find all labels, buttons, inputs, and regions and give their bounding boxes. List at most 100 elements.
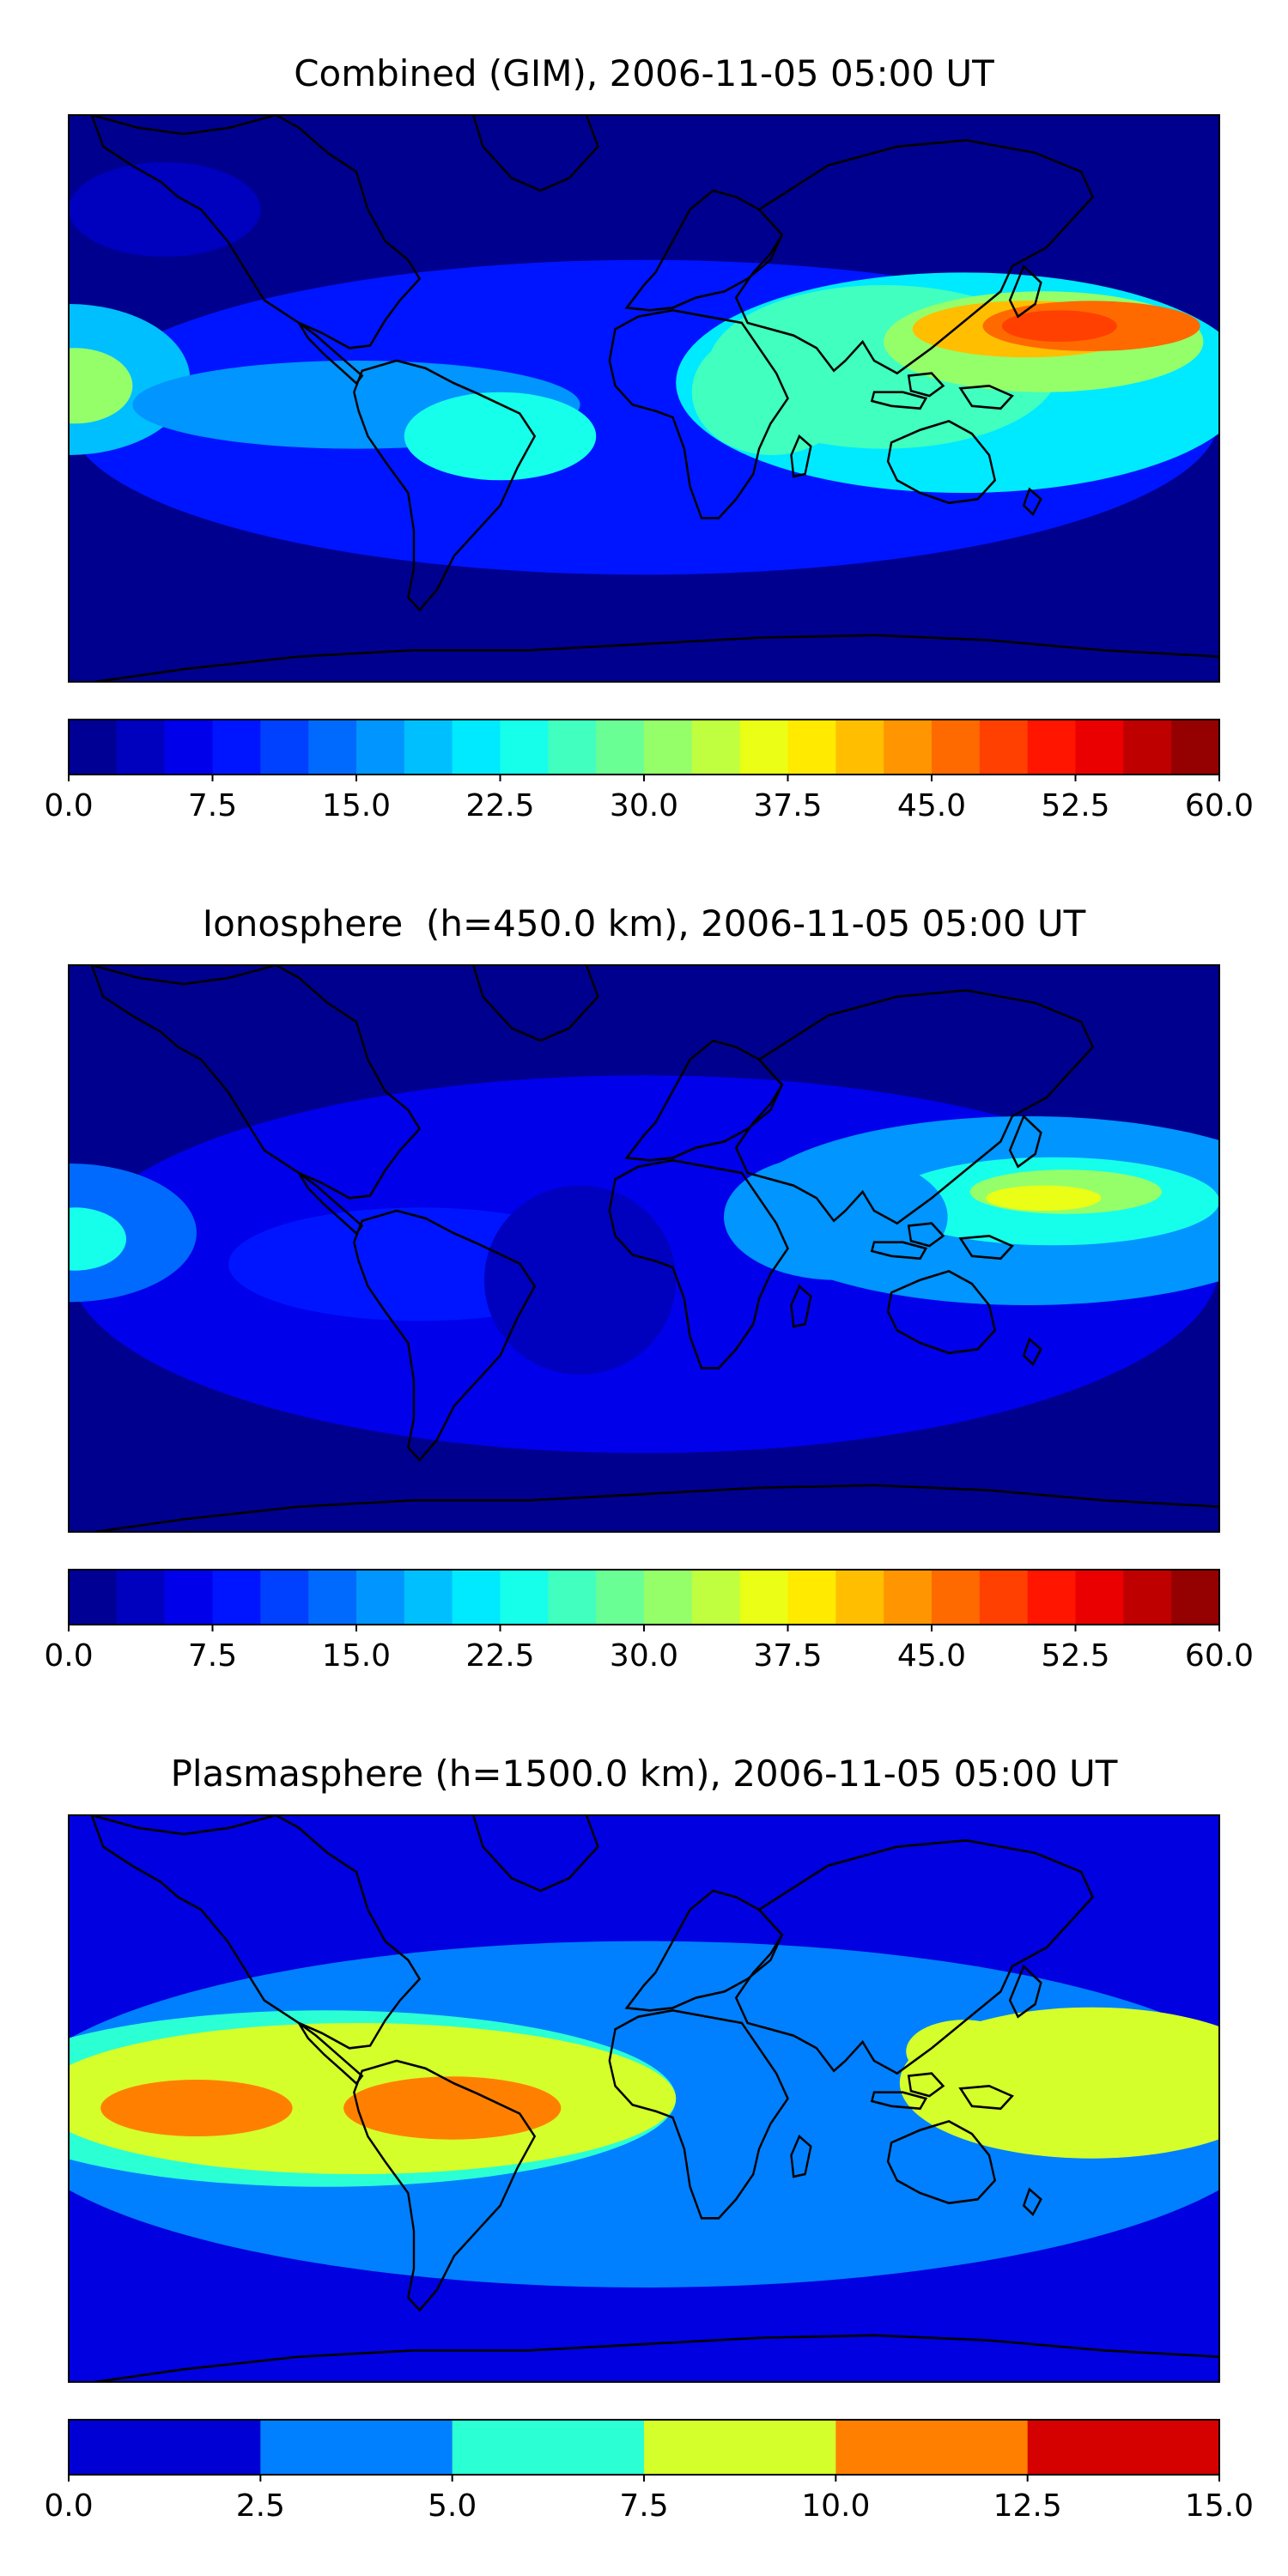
colorbar-segment bbox=[596, 1570, 645, 1625]
colorbar-segment bbox=[1123, 720, 1172, 775]
colorbar-segment bbox=[691, 720, 741, 775]
colorbar-segment bbox=[212, 720, 261, 775]
tec-region-4 bbox=[986, 1185, 1102, 1212]
tick-label: 15.0 bbox=[1185, 2488, 1254, 2524]
colorbar-segment bbox=[691, 1570, 741, 1625]
colorbar-segment bbox=[1027, 1570, 1077, 1625]
colorbar-segment bbox=[739, 720, 789, 775]
colorbar-segment bbox=[932, 1570, 981, 1625]
colorbar bbox=[68, 719, 1220, 775]
colorbar-segment bbox=[164, 720, 214, 775]
tick-label: 10.0 bbox=[801, 2488, 870, 2524]
tick-label: 15.0 bbox=[322, 788, 391, 823]
tick-label: 45.0 bbox=[897, 1638, 966, 1674]
colorbar-segment bbox=[404, 720, 453, 775]
colorbar-segment bbox=[69, 2420, 261, 2475]
map-frame bbox=[68, 1814, 1220, 2383]
tick-label: 30.0 bbox=[610, 1638, 678, 1674]
panel-combined: Combined (GIM), 2006-11-05 05:00 UT 0.0 7… bbox=[44, 52, 1254, 823]
tec-region-10 bbox=[404, 392, 597, 481]
tec-region-11 bbox=[691, 329, 853, 455]
colorbar-segment bbox=[979, 1570, 1029, 1625]
tec-region-6 bbox=[1001, 310, 1117, 343]
colorbar-ticks: 0.0 2.5 5.0 7.5 10.0 12.5 15.0 bbox=[44, 2475, 1254, 2524]
map-frame bbox=[68, 964, 1220, 1533]
colorbar-segment bbox=[979, 720, 1029, 775]
colorbar-segment bbox=[308, 720, 357, 775]
tick-label: 12.5 bbox=[993, 2488, 1062, 2524]
colorbar-segment bbox=[260, 2420, 453, 2475]
tick-label: 37.5 bbox=[753, 1638, 822, 1674]
tick-label: 0.0 bbox=[44, 1638, 93, 1674]
colorbar-segment bbox=[500, 720, 549, 775]
colorbar-segment bbox=[452, 720, 501, 775]
tick-label: 60.0 bbox=[1185, 1638, 1254, 1674]
colorbar-segment bbox=[1027, 720, 1077, 775]
colorbar-segment bbox=[452, 1570, 501, 1625]
tick-label: 52.5 bbox=[1041, 788, 1109, 823]
tick-label: 22.5 bbox=[465, 1638, 534, 1674]
chart-title: Plasmasphere (h=1500.0 km), 2006-11-05 0… bbox=[171, 1753, 1118, 1795]
tec-region-9 bbox=[483, 1185, 677, 1375]
tick-label: 0.0 bbox=[44, 2488, 93, 2524]
colorbar-segment bbox=[1123, 1570, 1172, 1625]
tec-field bbox=[69, 1941, 1219, 2287]
colorbar-segment bbox=[404, 1570, 453, 1625]
colorbar-segment bbox=[884, 1570, 933, 1625]
tick-label: 45.0 bbox=[897, 788, 966, 823]
colorbar-segment bbox=[452, 2420, 645, 2475]
tick-label: 15.0 bbox=[322, 1638, 391, 1674]
tec-region-6 bbox=[100, 2080, 293, 2136]
colorbar-segment bbox=[835, 720, 884, 775]
colorbar-segment bbox=[308, 1570, 357, 1625]
tec-region-5 bbox=[1104, 2029, 1207, 2093]
colorbar-segment bbox=[739, 1570, 789, 1625]
tick-label: 7.5 bbox=[619, 2488, 668, 2524]
colorbar-segment bbox=[260, 1570, 309, 1625]
tec-region-5 bbox=[69, 1163, 197, 1303]
colorbar-segment bbox=[787, 1570, 836, 1625]
tick-label: 22.5 bbox=[465, 788, 534, 823]
tick-label: 7.5 bbox=[188, 788, 237, 823]
colorbar-segment bbox=[644, 720, 693, 775]
colorbar-segment bbox=[644, 2420, 836, 2475]
tick-label: 30.0 bbox=[610, 788, 678, 823]
tick-label: 2.5 bbox=[236, 2488, 285, 2524]
tick-label: 52.5 bbox=[1041, 1638, 1109, 1674]
colorbar-segment bbox=[356, 1570, 405, 1625]
colorbar-segment bbox=[787, 720, 836, 775]
colorbar bbox=[68, 1569, 1220, 1625]
tec-region-7 bbox=[724, 1154, 948, 1280]
colorbar-segment bbox=[260, 720, 309, 775]
colorbar-segment bbox=[644, 1570, 693, 1625]
tec-region-7 bbox=[343, 2076, 562, 2140]
tec-region-4 bbox=[906, 2020, 1022, 2083]
colorbar-segment bbox=[356, 720, 405, 775]
tick-label: 37.5 bbox=[753, 788, 822, 823]
colorbar-segment bbox=[164, 1570, 214, 1625]
tick-label: 7.5 bbox=[188, 1638, 237, 1674]
colorbar-segment bbox=[212, 1570, 261, 1625]
colorbar-segment bbox=[596, 720, 645, 775]
colorbar-segment bbox=[548, 1570, 597, 1625]
colorbar-segment bbox=[884, 720, 933, 775]
tec-region-6 bbox=[69, 1207, 126, 1271]
colorbar-segment bbox=[500, 1570, 549, 1625]
colorbar-segment bbox=[69, 1570, 118, 1625]
panel-plasmasphere: Plasmasphere (h=1500.0 km), 2006-11-05 0… bbox=[44, 1753, 1254, 2524]
panel-ionosphere: Ionosphere (h=450.0 km), 2006-11-05 05:0… bbox=[44, 902, 1254, 1674]
colorbar-segment bbox=[116, 1570, 166, 1625]
tick-label: 5.0 bbox=[428, 2488, 477, 2524]
colorbar-segment bbox=[548, 720, 597, 775]
colorbar-segment bbox=[1027, 2420, 1220, 2475]
colorbar-segment bbox=[835, 1570, 884, 1625]
chart-title: Combined (GIM), 2006-11-05 05:00 UT bbox=[294, 52, 994, 94]
tick-label: 60.0 bbox=[1185, 788, 1254, 823]
colorbar-ticks: 0.0 7.5 15.0 22.5 30.0 37.5 45.0 52.5 60.0 bbox=[44, 775, 1254, 823]
colorbar-segment bbox=[932, 720, 981, 775]
tec-region-8 bbox=[69, 348, 133, 424]
tec-region-12 bbox=[69, 162, 261, 257]
tec-field bbox=[69, 1075, 1219, 1454]
colorbar-segment bbox=[116, 720, 166, 775]
